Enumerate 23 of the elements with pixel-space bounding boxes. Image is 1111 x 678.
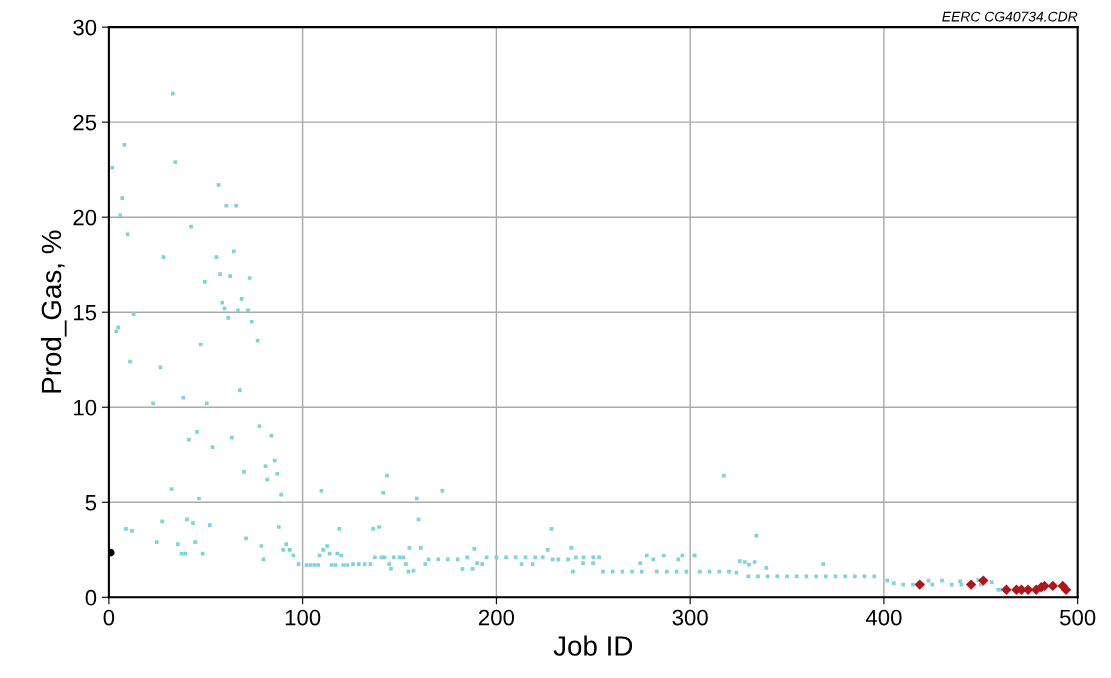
point — [978, 575, 989, 586]
x-tick-label: 500 — [1060, 609, 1096, 626]
x-tick-label: 300 — [672, 609, 708, 626]
y-tick-label: 5 — [85, 495, 97, 511]
point — [914, 579, 925, 590]
point — [1001, 584, 1012, 595]
point — [1060, 584, 1072, 595]
point — [108, 548, 115, 557]
x-axis-title: Job ID — [553, 635, 633, 656]
y-tick-label: 15 — [74, 304, 97, 321]
y-tick-label: 0 — [85, 589, 97, 606]
text: EERC CG40734.CDR — [942, 11, 1078, 22]
x-tick-label: 0 — [103, 609, 115, 626]
y-tick-label: 10 — [74, 399, 97, 416]
y-tick-label: 20 — [73, 209, 97, 226]
y-tick-label: 25 — [73, 114, 97, 131]
x-tick-label: 100 — [285, 609, 321, 626]
x-tick-label: 200 — [478, 609, 515, 626]
y-tick-label: 30 — [73, 19, 97, 36]
point — [1047, 580, 1059, 592]
point — [965, 579, 977, 590]
x-tick-label: 400 — [865, 609, 902, 626]
y-axis-title: Prod_Gas, % — [40, 230, 67, 393]
